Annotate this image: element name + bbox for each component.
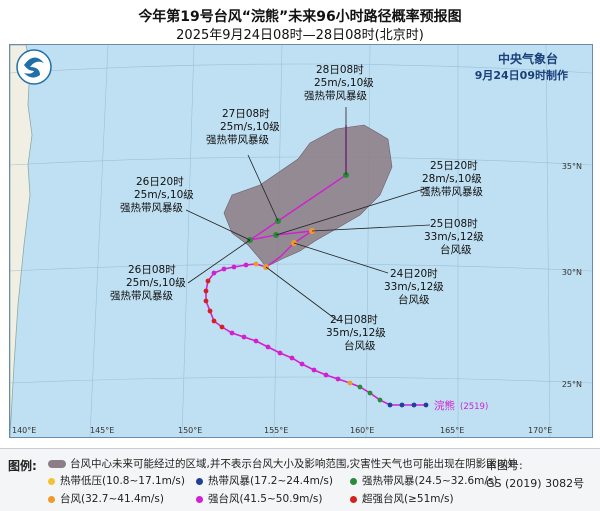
svg-text:台风级: 台风级 bbox=[440, 243, 472, 256]
cone-swatch-icon bbox=[48, 460, 66, 468]
callout-24d20: 24日20时 33m/s,12级 台风级 bbox=[384, 268, 444, 306]
callout-26d08: 26日08时 25m/s,10级 强热带风暴级 bbox=[110, 264, 186, 302]
svg-text:强热带风暴级: 强热带风暴级 bbox=[110, 289, 173, 302]
svg-text:强热带风暴级: 强热带风暴级 bbox=[206, 133, 269, 146]
svg-text:25日20时: 25日20时 bbox=[430, 160, 478, 172]
map-title: 今年第19号台风“浣熊”未来96小时路径概率预报图 bbox=[138, 9, 462, 25]
callout-27d08: 27日08时 25m/s,10级 强热带风暴级 bbox=[206, 108, 280, 146]
graticule bbox=[10, 45, 592, 437]
svg-text:24日20时: 24日20时 bbox=[390, 268, 438, 280]
svg-text:25日08时: 25日08时 bbox=[430, 218, 478, 230]
callout-25d08: 25日08时 33m/s,12级 台风级 bbox=[424, 218, 484, 256]
dot-icon bbox=[350, 495, 357, 503]
legend: 图例: 台风中心未来可能经过的区域,并不表示台风大小及影响范围,灾害性天气也可能… bbox=[0, 448, 600, 511]
svg-text:26日20时: 26日20时 bbox=[136, 176, 184, 188]
svg-text:170°E: 170°E bbox=[528, 426, 552, 435]
dot-icon bbox=[196, 495, 203, 503]
svg-text:30°N: 30°N bbox=[562, 268, 582, 277]
legend-sty: 强台风(41.5~50.9m/s) bbox=[196, 491, 323, 506]
dot-icon bbox=[48, 477, 55, 485]
lon-labels: 140°E 145°E 150°E 155°E 160°E 165°E 170°… bbox=[12, 426, 552, 435]
svg-text:150°E: 150°E bbox=[178, 426, 202, 435]
svg-text:33m/s,12级: 33m/s,12级 bbox=[424, 231, 484, 243]
forecast-cone bbox=[223, 124, 393, 268]
legend-ty: 台风(32.7~41.4m/s) bbox=[48, 491, 164, 506]
legend-superty: 超强台风(≥51m/s) bbox=[350, 491, 454, 506]
issue-time: 9月24日09时制作 bbox=[475, 68, 568, 82]
svg-text:强热带风暴级: 强热带风暴级 bbox=[304, 89, 367, 102]
svg-text:160°E: 160°E bbox=[350, 426, 374, 435]
svg-text:28m/s,10级: 28m/s,10级 bbox=[422, 173, 482, 185]
legend-td: 热带低压(10.8~17.1m/s) bbox=[48, 473, 185, 488]
agency-name: 中央气象台 bbox=[498, 51, 558, 66]
legend-ts: 热带风暴(17.2~24.4m/s) bbox=[196, 473, 333, 488]
callout-25d20: 25日20时 28m/s,10级 强热带风暴级 bbox=[420, 160, 483, 198]
review-number: 审图号: GS (2019) 3082号 bbox=[486, 459, 585, 490]
svg-text:140°E: 140°E bbox=[12, 426, 36, 435]
svg-text:35m/s,12级: 35m/s,12级 bbox=[326, 327, 386, 339]
svg-text:27日08时: 27日08时 bbox=[222, 108, 270, 120]
past-track-points bbox=[203, 261, 429, 408]
lat-labels: 25°N 30°N 35°N bbox=[562, 162, 582, 389]
callout-leaders bbox=[185, 107, 431, 322]
svg-text:24日08时: 24日08时 bbox=[330, 314, 378, 326]
dot-icon bbox=[350, 477, 357, 485]
svg-text:165°E: 165°E bbox=[440, 426, 464, 435]
svg-text:25m/s,10级: 25m/s,10级 bbox=[134, 189, 194, 201]
svg-text:25°N: 25°N bbox=[562, 380, 582, 389]
svg-text:25m/s,10级: 25m/s,10级 bbox=[314, 77, 374, 89]
svg-text:强热带风暴级: 强热带风暴级 bbox=[120, 201, 183, 214]
svg-text:25m/s,10级: 25m/s,10级 bbox=[220, 121, 280, 133]
svg-text:26日08时: 26日08时 bbox=[128, 264, 176, 276]
callout-24d08: 24日08时 35m/s,12级 台风级 bbox=[326, 314, 386, 352]
callouts: 28日08时 25m/s,10级 强热带风暴级 27日08时 25m/s,10级… bbox=[110, 64, 484, 352]
svg-text:145°E: 145°E bbox=[90, 426, 114, 435]
svg-text:台风级: 台风级 bbox=[398, 293, 430, 306]
svg-text:35°N: 35°N bbox=[562, 162, 582, 171]
storm-code: (2519) bbox=[460, 402, 488, 412]
map-subtitle: 2025年9月24日08时—28日08时(北京时) bbox=[176, 28, 424, 43]
dot-icon bbox=[48, 495, 55, 503]
legend-sts: 强热带风暴(24.5~32.6m/s) bbox=[350, 473, 498, 488]
svg-text:强热带风暴级: 强热带风暴级 bbox=[420, 185, 483, 198]
svg-text:25m/s,10级: 25m/s,10级 bbox=[126, 277, 186, 289]
cma-logo-icon bbox=[16, 49, 52, 85]
legend-label: 图例: bbox=[8, 459, 37, 473]
storm-name: 浣熊 bbox=[434, 399, 455, 412]
callout-26d20: 26日20时 25m/s,10级 强热带风暴级 bbox=[120, 176, 194, 214]
svg-text:155°E: 155°E bbox=[264, 426, 288, 435]
legend-cone: 台风中心未来可能经过的区域,并不表示台风大小及影响范围,灾害性天气也可能出现在阴… bbox=[48, 456, 518, 471]
dot-icon bbox=[196, 477, 203, 485]
map-area: 中央气象台 9月24日09时制作 bbox=[9, 44, 593, 438]
svg-text:33m/s,12级: 33m/s,12级 bbox=[384, 281, 444, 293]
callout-28d08: 28日08时 25m/s,10级 强热带风暴级 bbox=[304, 64, 374, 102]
svg-text:台风级: 台风级 bbox=[344, 339, 376, 352]
svg-text:28日08时: 28日08时 bbox=[316, 64, 364, 76]
